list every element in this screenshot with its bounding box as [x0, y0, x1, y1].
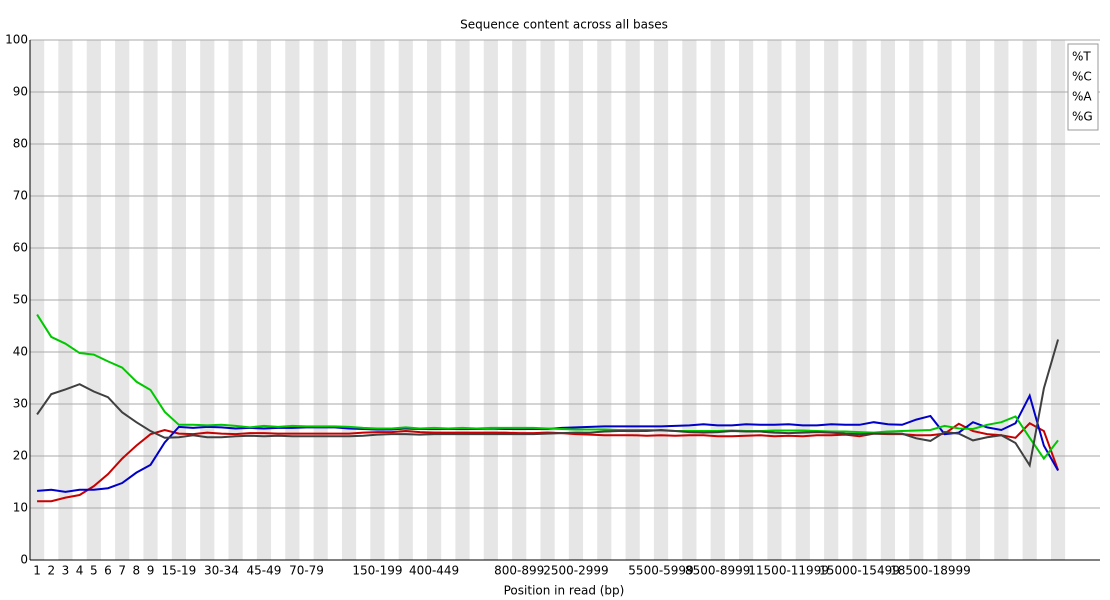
x-tick-label: 1: [33, 564, 41, 578]
x-tick-label: 15000-15499: [819, 564, 900, 578]
legend-box: [1067, 43, 1099, 131]
y-tick-label: 100: [5, 33, 28, 47]
x-tick-label: 4: [76, 564, 84, 578]
x-tick-label: 5500-5999: [628, 564, 693, 578]
y-tick-label: 40: [13, 345, 28, 359]
y-tick-label: 80: [13, 137, 28, 151]
series-line: [36, 339, 1060, 469]
x-tick-label: 2: [47, 564, 55, 578]
chart-title: Sequence content across all bases: [460, 18, 668, 32]
x-tick-label: 15-19: [161, 564, 196, 578]
x-tick-label: 800-899: [494, 564, 544, 578]
legend-label: %G: [1072, 110, 1093, 124]
x-tick-label: 3: [62, 564, 70, 578]
x-tick-label: 5: [90, 564, 98, 578]
x-tick-label: 18500-18999: [890, 564, 971, 578]
x-tick-label: 70-79: [289, 564, 324, 578]
x-tick-label: 6: [104, 564, 112, 578]
x-tick-label: 45-49: [247, 564, 282, 578]
y-tick-label: 50: [13, 293, 28, 307]
y-tick-label: 20: [13, 449, 28, 463]
y-tick-label: 70: [13, 189, 28, 203]
legend-label: %A: [1072, 90, 1092, 104]
y-tick-label: 10: [13, 501, 28, 515]
x-tick-label: 30-34: [204, 564, 239, 578]
x-tick-label: 150-199: [352, 564, 402, 578]
x-tick-label: 9: [147, 564, 155, 578]
x-tick-label: 8500-8999: [685, 564, 750, 578]
y-tick-label: 0: [20, 553, 28, 567]
legend-label: %T: [1072, 50, 1091, 64]
series-line: [36, 314, 1059, 461]
y-tick-label: 30: [13, 397, 28, 411]
x-tick-label: 11500-11999: [748, 564, 829, 578]
legend-label: %C: [1072, 70, 1092, 84]
x-tick-label: 400-449: [409, 564, 459, 578]
y-tick-label: 90: [13, 85, 28, 99]
y-tick-label: 60: [13, 241, 28, 255]
x-tick-label: 2500-2999: [543, 564, 608, 578]
x-axis-label: Position in read (bp): [504, 584, 625, 598]
x-tick-label: 8: [133, 564, 141, 578]
x-tick-label: 7: [118, 564, 126, 578]
